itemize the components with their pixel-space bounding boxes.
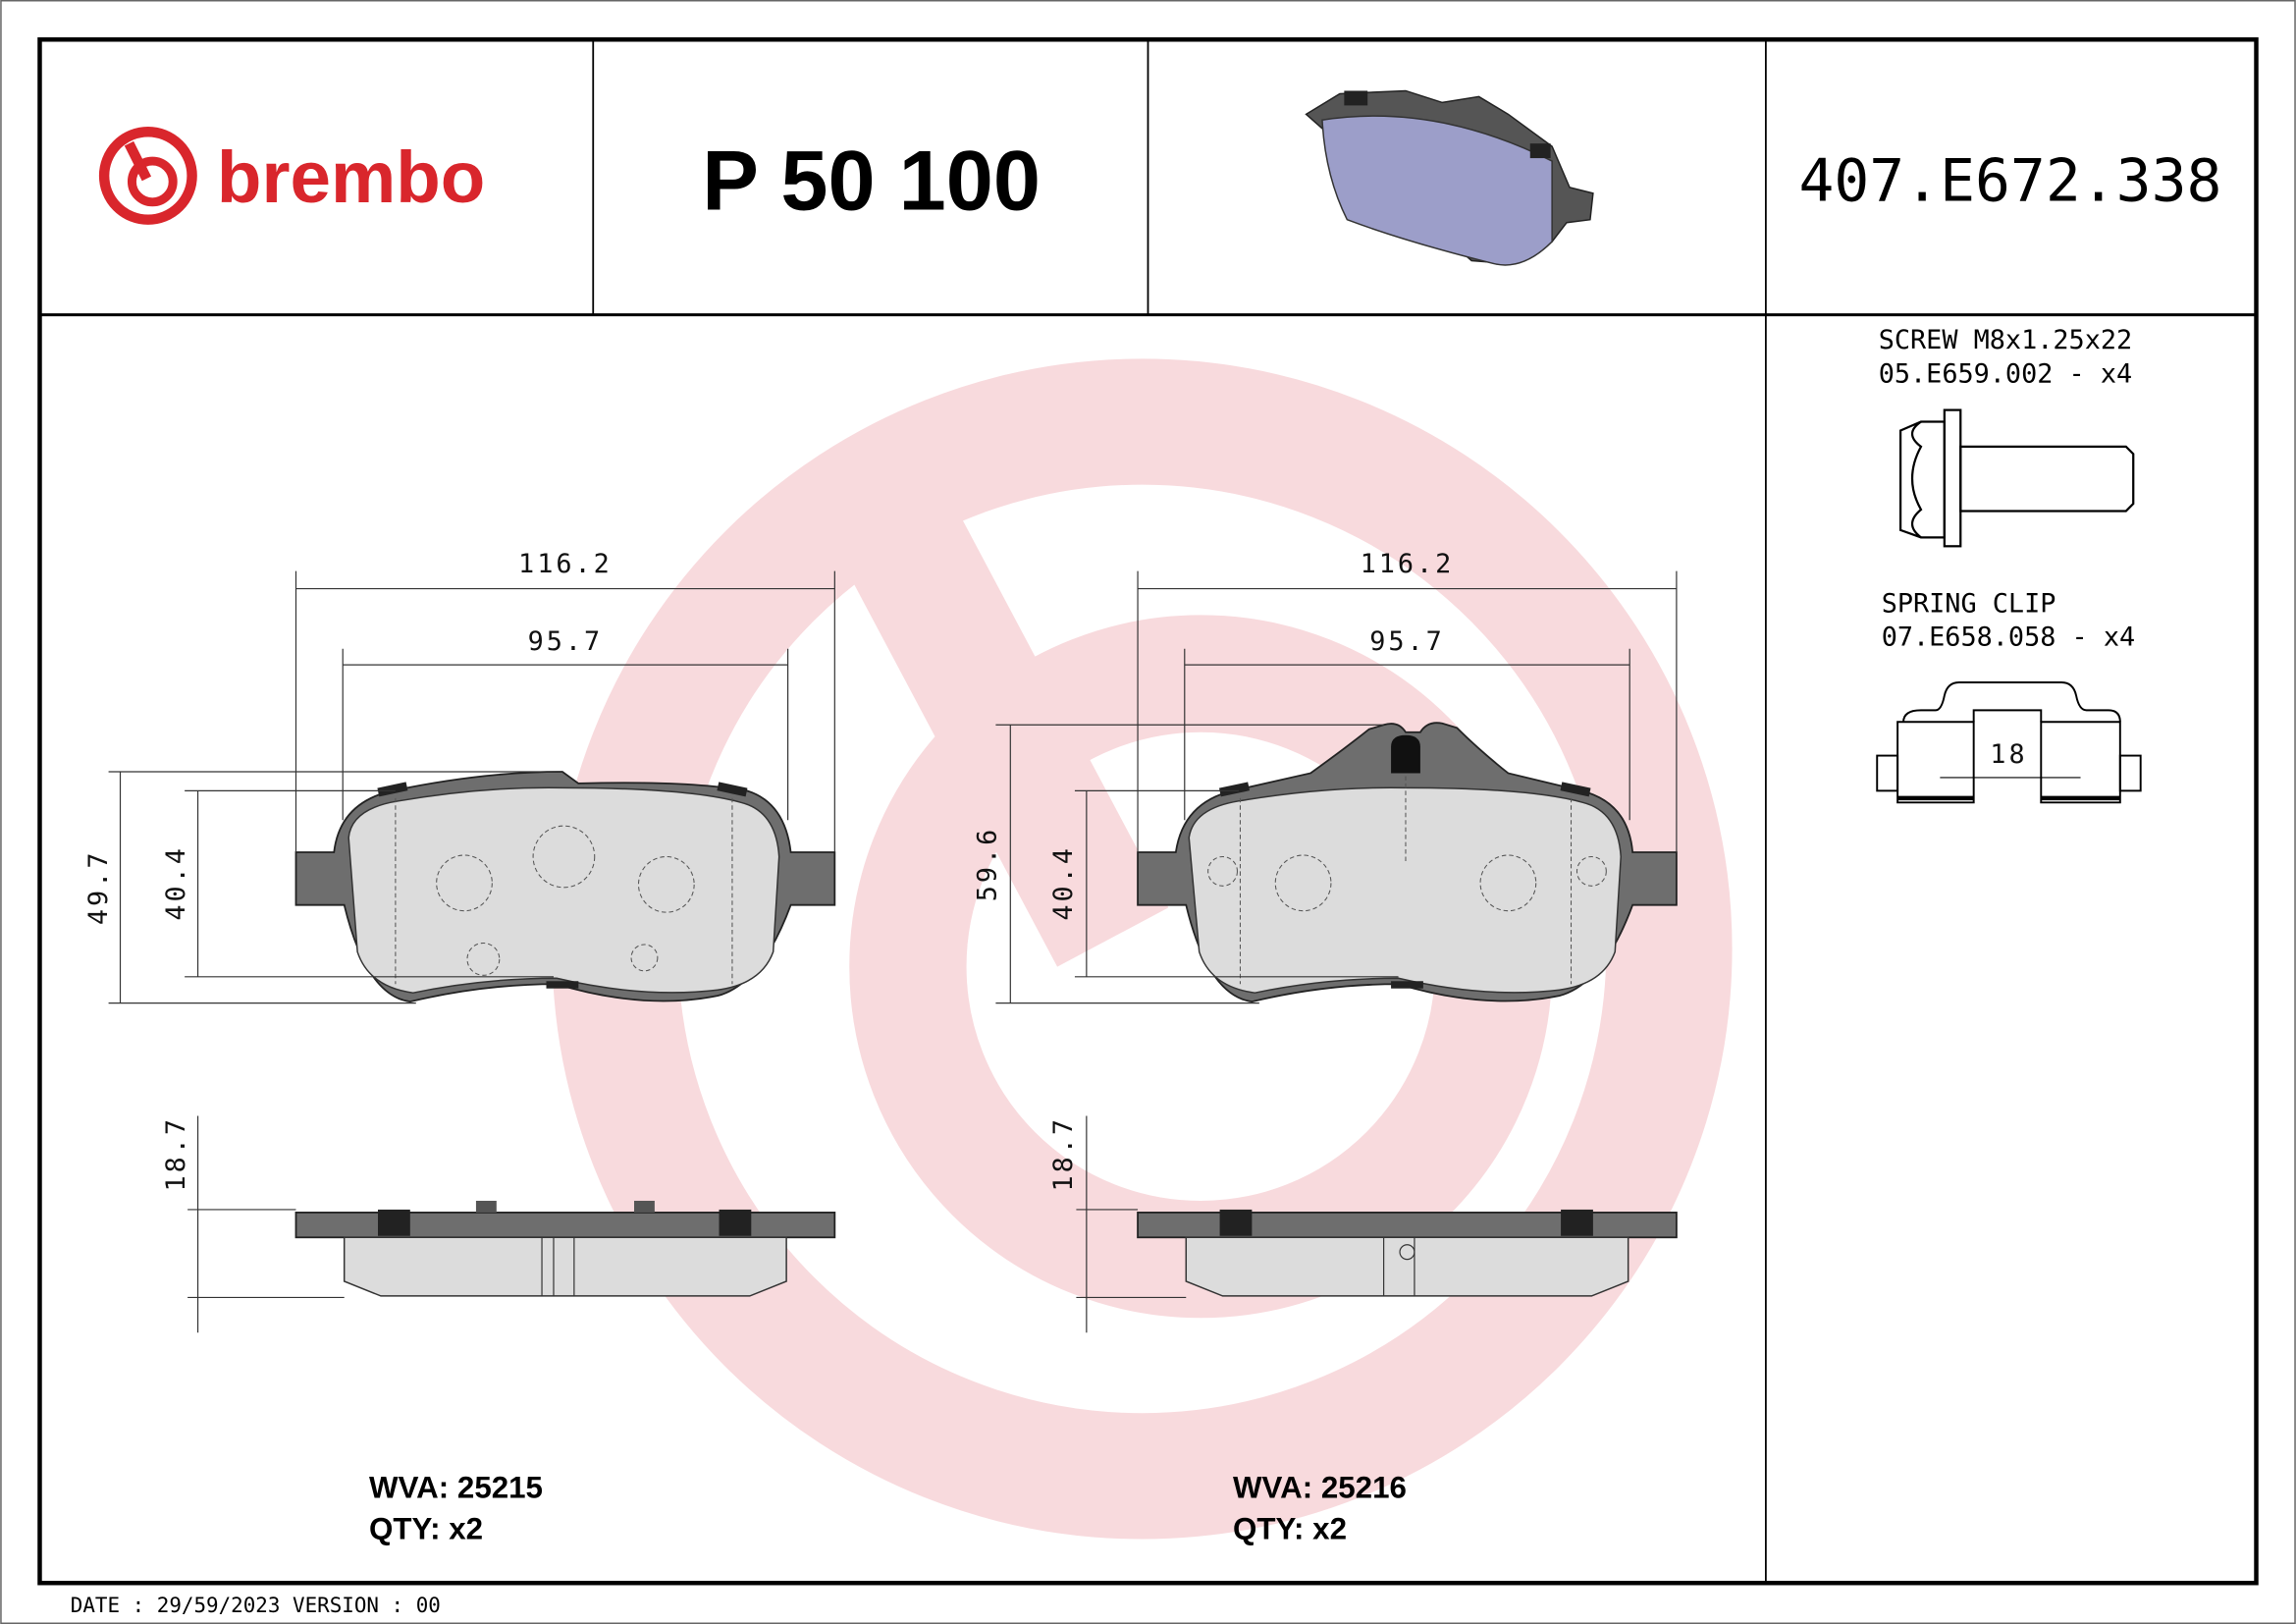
pad-drawing-left: 116.2 95.7 49.7 40.4 18.7 xyxy=(83,549,836,1333)
title-block-frame xyxy=(37,37,2259,1586)
brembo-logo: brembo xyxy=(98,127,485,225)
product-code: 407.E672.338 xyxy=(1799,147,2222,215)
screw-name: SCREW M8x1.25x22 xyxy=(1879,325,2132,355)
wva-left: WVA: 25215 xyxy=(369,1471,543,1505)
clip-code: 07.E658.058 - x4 xyxy=(1882,623,2135,653)
footer-date-version: DATE : 29/59/2023 VERSION : 00 xyxy=(71,1594,441,1617)
qty-left: QTY: x2 xyxy=(369,1511,483,1545)
dim-thickness: 18.7 xyxy=(1048,1116,1079,1192)
clip-dimension: 18 xyxy=(1990,739,2027,770)
brand-name: brembo xyxy=(217,135,485,218)
pad-drawing-right: 116.2 95.7 59.6 40.4 18.7 xyxy=(972,549,1678,1333)
screw-code: 05.E659.002 - x4 xyxy=(1879,358,2132,389)
accessory-screw: SCREW M8x1.25x22 05.E659.002 - x4 xyxy=(1879,325,2135,548)
dim-height-overall: 59.6 xyxy=(972,827,1002,902)
clip-name: SPRING CLIP xyxy=(1882,588,2056,619)
dim-height-inner: 40.4 xyxy=(161,845,191,921)
brake-pad-preview-image xyxy=(1305,89,1594,266)
part-number: P 50 100 xyxy=(702,134,1041,228)
dim-width-overall: 116.2 xyxy=(518,549,613,579)
qty-right: QTY: x2 xyxy=(1233,1511,1347,1545)
screw-drawing xyxy=(1898,408,2135,548)
dim-width-overall: 116.2 xyxy=(1361,549,1455,579)
dim-width-inner: 95.7 xyxy=(1369,626,1445,657)
dim-height-inner: 40.4 xyxy=(1048,845,1079,921)
accessory-spring-clip: SPRING CLIP 07.E658.058 - x4 18 xyxy=(1876,588,2142,804)
dim-width-inner: 95.7 xyxy=(528,626,604,657)
spring-clip-drawing xyxy=(1876,681,2142,804)
wva-right: WVA: 25216 xyxy=(1233,1471,1407,1505)
dim-height-overall: 49.7 xyxy=(83,850,114,926)
dim-thickness: 18.7 xyxy=(161,1116,191,1192)
